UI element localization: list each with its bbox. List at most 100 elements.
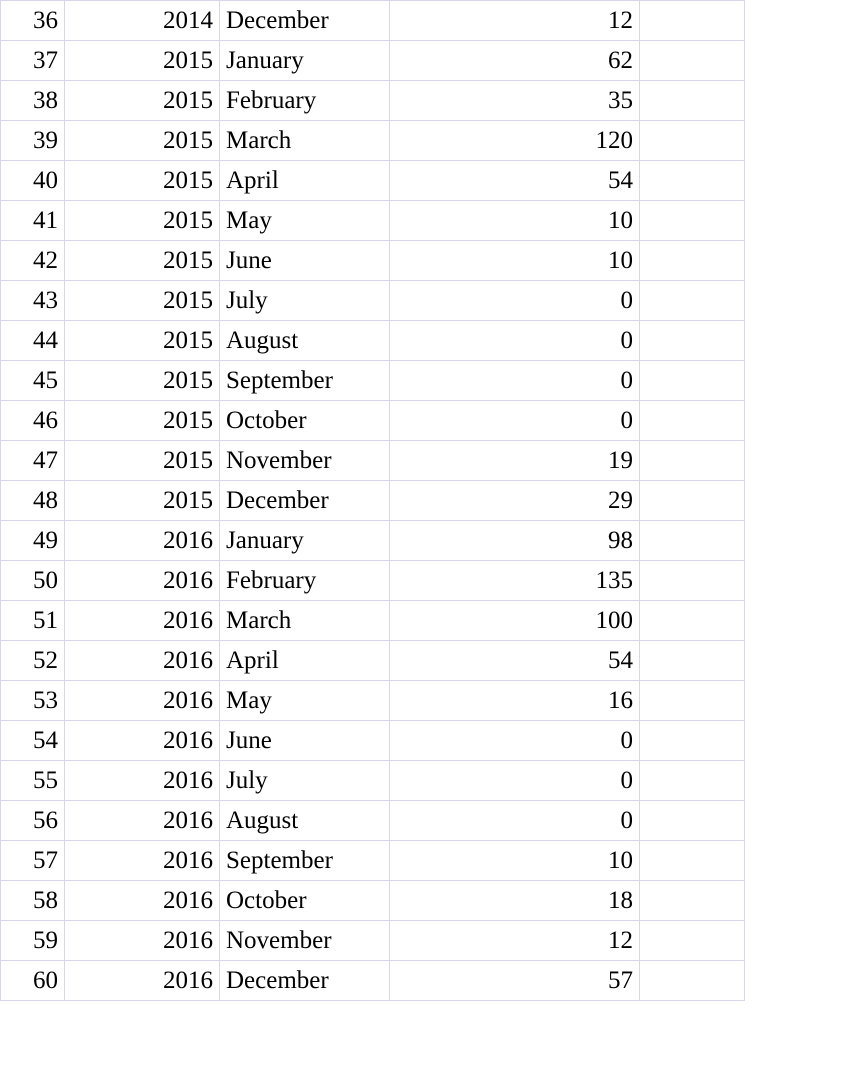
- cell-value[interactable]: 10: [390, 241, 640, 281]
- cell-value[interactable]: 12: [390, 1, 640, 41]
- cell-year[interactable]: 2016: [65, 801, 220, 841]
- cell-year[interactable]: 2015: [65, 281, 220, 321]
- cell-month[interactable]: April: [220, 641, 390, 681]
- cell-value[interactable]: 10: [390, 841, 640, 881]
- cell-empty[interactable]: [640, 361, 745, 401]
- cell-rownum[interactable]: 55: [1, 761, 65, 801]
- cell-value[interactable]: 135: [390, 561, 640, 601]
- cell-rownum[interactable]: 60: [1, 961, 65, 1001]
- cell-rownum[interactable]: 59: [1, 921, 65, 961]
- cell-empty[interactable]: [640, 761, 745, 801]
- table-row[interactable]: 372015January62: [1, 41, 745, 81]
- cell-year[interactable]: 2015: [65, 401, 220, 441]
- cell-empty[interactable]: [640, 201, 745, 241]
- cell-year[interactable]: 2015: [65, 161, 220, 201]
- table-row[interactable]: 512016March100: [1, 601, 745, 641]
- cell-year[interactable]: 2016: [65, 921, 220, 961]
- cell-year[interactable]: 2016: [65, 521, 220, 561]
- cell-value[interactable]: 100: [390, 601, 640, 641]
- cell-value[interactable]: 12: [390, 921, 640, 961]
- cell-month[interactable]: October: [220, 401, 390, 441]
- table-row[interactable]: 482015December29: [1, 481, 745, 521]
- cell-empty[interactable]: [640, 321, 745, 361]
- cell-rownum[interactable]: 41: [1, 201, 65, 241]
- cell-rownum[interactable]: 39: [1, 121, 65, 161]
- cell-rownum[interactable]: 43: [1, 281, 65, 321]
- cell-year[interactable]: 2016: [65, 681, 220, 721]
- cell-rownum[interactable]: 56: [1, 801, 65, 841]
- cell-empty[interactable]: [640, 801, 745, 841]
- cell-month[interactable]: September: [220, 361, 390, 401]
- cell-rownum[interactable]: 52: [1, 641, 65, 681]
- table-row[interactable]: 522016April54: [1, 641, 745, 681]
- cell-year[interactable]: 2016: [65, 721, 220, 761]
- cell-value[interactable]: 120: [390, 121, 640, 161]
- cell-empty[interactable]: [640, 241, 745, 281]
- cell-month[interactable]: January: [220, 41, 390, 81]
- table-row[interactable]: 462015October0: [1, 401, 745, 441]
- cell-rownum[interactable]: 46: [1, 401, 65, 441]
- cell-empty[interactable]: [640, 81, 745, 121]
- cell-value[interactable]: 0: [390, 401, 640, 441]
- cell-month[interactable]: November: [220, 921, 390, 961]
- cell-empty[interactable]: [640, 401, 745, 441]
- cell-empty[interactable]: [640, 521, 745, 561]
- cell-value[interactable]: 54: [390, 641, 640, 681]
- cell-month[interactable]: May: [220, 681, 390, 721]
- cell-year[interactable]: 2015: [65, 481, 220, 521]
- cell-empty[interactable]: [640, 921, 745, 961]
- table-row[interactable]: 472015November19: [1, 441, 745, 481]
- cell-year[interactable]: 2015: [65, 41, 220, 81]
- cell-value[interactable]: 0: [390, 801, 640, 841]
- cell-rownum[interactable]: 49: [1, 521, 65, 561]
- cell-value[interactable]: 0: [390, 721, 640, 761]
- table-row[interactable]: 422015June10: [1, 241, 745, 281]
- cell-year[interactable]: 2016: [65, 841, 220, 881]
- cell-empty[interactable]: [640, 161, 745, 201]
- cell-value[interactable]: 29: [390, 481, 640, 521]
- cell-empty[interactable]: [640, 721, 745, 761]
- cell-month[interactable]: June: [220, 241, 390, 281]
- table-row[interactable]: 412015May10: [1, 201, 745, 241]
- cell-value[interactable]: 10: [390, 201, 640, 241]
- table-row[interactable]: 362014December12: [1, 1, 745, 41]
- cell-month[interactable]: February: [220, 561, 390, 601]
- cell-year[interactable]: 2016: [65, 601, 220, 641]
- cell-rownum[interactable]: 57: [1, 841, 65, 881]
- cell-month[interactable]: October: [220, 881, 390, 921]
- cell-rownum[interactable]: 44: [1, 321, 65, 361]
- cell-empty[interactable]: [640, 281, 745, 321]
- cell-empty[interactable]: [640, 841, 745, 881]
- cell-value[interactable]: 54: [390, 161, 640, 201]
- cell-year[interactable]: 2014: [65, 1, 220, 41]
- cell-rownum[interactable]: 58: [1, 881, 65, 921]
- cell-year[interactable]: 2015: [65, 361, 220, 401]
- cell-month[interactable]: December: [220, 481, 390, 521]
- cell-value[interactable]: 0: [390, 281, 640, 321]
- cell-month[interactable]: August: [220, 801, 390, 841]
- cell-rownum[interactable]: 47: [1, 441, 65, 481]
- table-row[interactable]: 382015February35: [1, 81, 745, 121]
- cell-year[interactable]: 2015: [65, 121, 220, 161]
- cell-empty[interactable]: [640, 881, 745, 921]
- cell-empty[interactable]: [640, 41, 745, 81]
- cell-month[interactable]: July: [220, 761, 390, 801]
- cell-rownum[interactable]: 51: [1, 601, 65, 641]
- cell-rownum[interactable]: 53: [1, 681, 65, 721]
- cell-rownum[interactable]: 40: [1, 161, 65, 201]
- cell-value[interactable]: 62: [390, 41, 640, 81]
- table-row[interactable]: 572016September10: [1, 841, 745, 881]
- cell-empty[interactable]: [640, 481, 745, 521]
- cell-rownum[interactable]: 36: [1, 1, 65, 41]
- cell-value[interactable]: 16: [390, 681, 640, 721]
- cell-month[interactable]: January: [220, 521, 390, 561]
- table-row[interactable]: 552016July0: [1, 761, 745, 801]
- table-row[interactable]: 452015September0: [1, 361, 745, 401]
- cell-year[interactable]: 2016: [65, 961, 220, 1001]
- cell-rownum[interactable]: 38: [1, 81, 65, 121]
- cell-month[interactable]: April: [220, 161, 390, 201]
- cell-year[interactable]: 2015: [65, 81, 220, 121]
- table-row[interactable]: 502016February135: [1, 561, 745, 601]
- cell-year[interactable]: 2016: [65, 881, 220, 921]
- cell-value[interactable]: 57: [390, 961, 640, 1001]
